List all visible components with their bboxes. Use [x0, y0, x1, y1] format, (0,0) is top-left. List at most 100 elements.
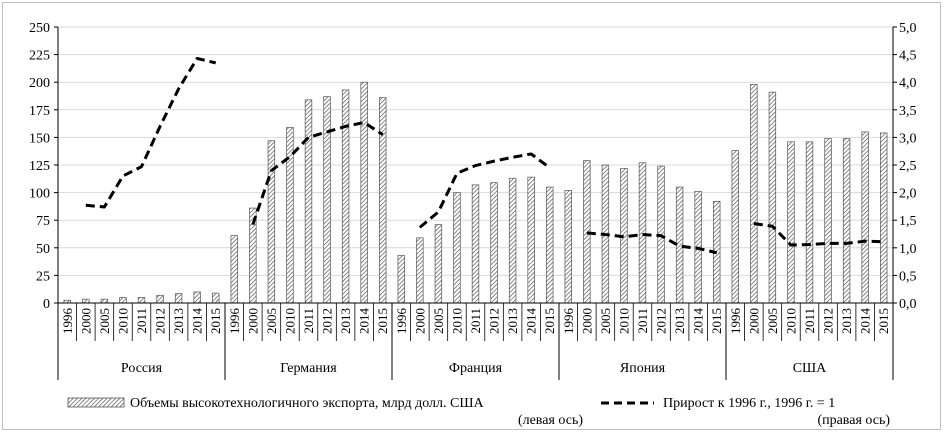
x-tick-label: 2012 — [153, 308, 168, 334]
x-tick-label: 2010 — [282, 308, 297, 334]
x-tick-label: 2014 — [691, 308, 706, 335]
bar — [397, 255, 405, 304]
x-tick-label: 2005 — [431, 308, 446, 334]
bar — [341, 89, 350, 304]
legend-line-label: Прирост к 1996 г., 1996 г. = 1 — [663, 396, 835, 411]
y-left-tick-label: 150 — [29, 131, 50, 146]
x-tick-label: 2011 — [468, 308, 483, 334]
bar — [564, 190, 572, 304]
bar — [787, 141, 795, 304]
label-layer: 0 25 50 75 100 125 150 175 200 225 250 0,0 0,5 1,0 1,5… — [29, 21, 917, 376]
x-tick-label: 2013 — [171, 308, 186, 334]
x-tick-label: 2014 — [524, 308, 539, 335]
y-left-tick-label: 200 — [29, 76, 50, 91]
line-layer — [85, 56, 884, 255]
x-tick-label: 1996 — [60, 308, 75, 335]
bar — [638, 162, 647, 304]
x-tick-label: 1996 — [561, 308, 576, 335]
legend-line-note: (правая ось) — [817, 413, 890, 428]
x-tick-label: 2010 — [783, 308, 798, 334]
bar — [416, 237, 424, 304]
x-tick-label: 2011 — [635, 308, 650, 334]
x-tick-label: 2005 — [264, 308, 279, 334]
x-tick-label: 2010 — [449, 308, 464, 334]
x-tick-label: 2015 — [208, 308, 223, 334]
x-tick-label: 2013 — [505, 308, 520, 334]
bar — [119, 297, 127, 304]
legend: Объемы высокотехнологичного экспорта, мл… — [67, 396, 890, 428]
bar — [527, 176, 535, 304]
growth-line — [418, 152, 551, 229]
group-label: Россия — [121, 361, 163, 376]
x-tick-label: 2013 — [338, 308, 353, 334]
bar — [267, 140, 276, 304]
y-left-tick-label: 175 — [29, 104, 50, 119]
x-tick-label: 1996 — [394, 308, 409, 335]
legend-bar-note: (левая ось) — [518, 413, 583, 428]
bar — [193, 291, 201, 304]
x-tick-label: 2000 — [245, 308, 260, 334]
x-tick-label: 2013 — [839, 308, 854, 334]
bar — [471, 184, 480, 304]
bar — [750, 84, 758, 304]
y-right-tick-label: 3,0 — [899, 131, 917, 146]
x-tick-label: 2011 — [301, 308, 316, 334]
x-tick-label: 2013 — [672, 308, 687, 334]
bar — [174, 293, 183, 304]
y-right-tick-label: 4,5 — [899, 49, 917, 64]
bar — [824, 138, 832, 304]
y-right-tick-label: 1,0 — [899, 242, 917, 257]
bar — [212, 292, 220, 304]
bar — [861, 131, 869, 304]
bar — [508, 177, 517, 304]
bar — [379, 97, 387, 304]
chart-frame — [2, 2, 941, 430]
y-right-tick-label: 2,0 — [899, 187, 917, 202]
y-left-tick-label: 125 — [29, 159, 50, 174]
x-tick-label: 2000 — [78, 308, 93, 334]
group-label: Франция — [449, 361, 503, 376]
bar — [768, 91, 777, 304]
y-right-tick-label: 2,5 — [899, 159, 917, 174]
x-tick-label: 2012 — [320, 308, 335, 334]
group-label: США — [793, 361, 827, 376]
y-right-tick-label: 1,5 — [899, 214, 917, 229]
bar — [805, 141, 814, 304]
y-left-tick-label: 75 — [36, 214, 50, 229]
x-tick-label: 2014 — [357, 308, 372, 335]
x-tick-label: 2015 — [375, 308, 390, 334]
x-tick-label: 2005 — [765, 308, 780, 334]
x-tick-label: 2011 — [802, 308, 817, 334]
bar — [546, 186, 554, 304]
y-left-tick-label: 25 — [36, 269, 50, 284]
growth-line — [753, 222, 884, 247]
y-left-tick-label: 100 — [29, 187, 50, 202]
x-tick-label: 2010 — [115, 308, 130, 334]
x-tick-label: 2011 — [134, 308, 149, 334]
y-right-tick-label: 0,0 — [899, 297, 917, 312]
x-tick-label: 2012 — [487, 308, 502, 334]
bar — [82, 298, 90, 304]
bar — [137, 297, 146, 304]
x-tick-label: 2005 — [598, 308, 613, 334]
x-tick-label: 2005 — [97, 308, 112, 334]
bar — [304, 99, 313, 304]
axis-layer — [54, 26, 897, 380]
bar — [230, 235, 238, 304]
legend-bar-swatch — [67, 397, 125, 408]
y-left-tick-label: 0 — [43, 297, 50, 312]
group-label: Германия — [280, 361, 337, 376]
x-tick-label: 2000 — [412, 308, 427, 334]
bar — [490, 182, 498, 304]
y-right-tick-label: 0,5 — [899, 269, 917, 284]
bar — [360, 81, 368, 304]
x-tick-label: 2014 — [858, 308, 873, 335]
bar — [453, 192, 461, 304]
bar — [731, 150, 739, 304]
x-tick-label: 2015 — [542, 308, 557, 334]
x-tick-label: 1996 — [728, 308, 743, 335]
y-right-tick-label: 4,0 — [899, 76, 917, 91]
legend-bar-label: Объемы высокотехнологичного экспорта, мл… — [130, 396, 484, 411]
x-tick-label: 2012 — [654, 308, 669, 334]
